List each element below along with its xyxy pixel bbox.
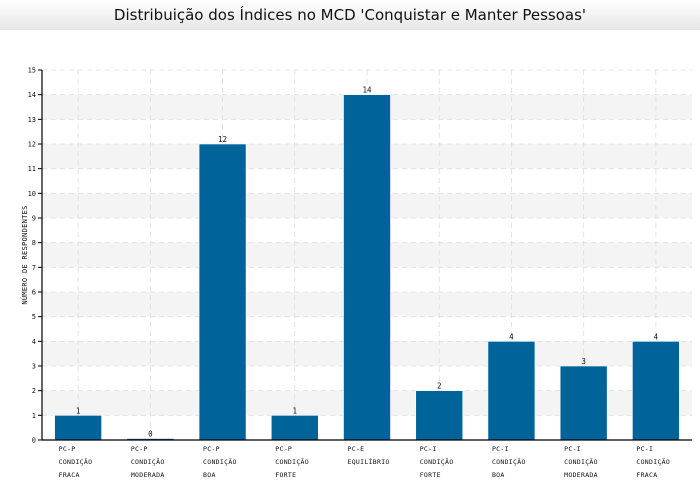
- bar: [415, 390, 464, 441]
- bar: [54, 415, 102, 441]
- x-tick-label: PC-P: [203, 445, 220, 453]
- y-tick-label: 6: [32, 289, 36, 297]
- y-tick-label: 12: [28, 141, 36, 149]
- x-tick-label: CONDIÇÃO: [420, 457, 454, 466]
- x-tick-label: CONDIÇÃO: [564, 457, 598, 466]
- x-tick-label: PC-P: [275, 445, 292, 453]
- x-tick-label: FORTE: [420, 471, 441, 479]
- y-tick-label: 1: [32, 412, 36, 420]
- bar-value-label: 4: [509, 332, 514, 341]
- y-tick-label: 2: [32, 387, 36, 395]
- x-tick-label: MODERADA: [564, 471, 598, 479]
- y-tick-label: 14: [28, 91, 36, 99]
- title-bar: [0, 0, 700, 30]
- bar: [632, 341, 680, 441]
- axes: [38, 69, 692, 441]
- x-tick-label: PC-P: [59, 445, 76, 453]
- x-tick-label: CONDIÇÃO: [492, 457, 526, 466]
- x-tick-label: PC-I: [492, 445, 509, 453]
- y-tick-label: 0: [32, 437, 36, 445]
- bar: [559, 365, 608, 441]
- y-tick-label: 8: [32, 239, 36, 247]
- y-tick-label: 4: [32, 338, 36, 346]
- bar-value-label: 1: [293, 406, 298, 415]
- y-tick-label: 7: [32, 264, 36, 272]
- x-tick-label: CONDIÇÃO: [131, 457, 165, 466]
- bar-value-label: 14: [362, 86, 372, 95]
- x-tick-label: PC-P: [131, 445, 148, 453]
- y-axis-label: NÚMERO DE RESPONDENTES: [20, 205, 29, 304]
- y-tick-label: 5: [32, 313, 36, 321]
- bar: [198, 143, 247, 441]
- y-tick-label: 13: [28, 116, 36, 124]
- y-tick-label: 11: [28, 165, 36, 173]
- y-tick-label: 15: [28, 67, 36, 75]
- x-tick-label: FORTE: [275, 471, 296, 479]
- x-tick-label: PC-I: [420, 445, 437, 453]
- chart-title: Distribuição dos Índices no MCD 'Conquis…: [114, 5, 586, 24]
- bar: [487, 341, 536, 441]
- bar-value-label: 12: [218, 135, 227, 144]
- x-tick-label: BOA: [492, 471, 505, 479]
- bars-group: [54, 94, 680, 441]
- bar-value-label: 0: [148, 430, 153, 439]
- bar: [270, 415, 319, 441]
- x-tick-label: PC-E: [348, 445, 365, 453]
- y-tick-label: 10: [28, 190, 36, 198]
- x-tick-label: CONDIÇÃO: [636, 457, 670, 466]
- x-tick-label: EQUILÍBRIO: [348, 457, 390, 466]
- bar: [343, 94, 391, 441]
- bar-value-label: 1: [76, 406, 81, 415]
- x-tick-label: CONDIÇÃO: [275, 457, 309, 466]
- y-tick-label: 3: [32, 363, 36, 371]
- x-tick-label: MODERADA: [131, 471, 165, 479]
- x-tick-label: BOA: [203, 471, 216, 479]
- x-tick-label: FRACA: [636, 471, 657, 479]
- x-tick-label: CONDIÇÃO: [59, 457, 93, 466]
- x-tick-label: FRACA: [59, 471, 80, 479]
- bar-value-label: 3: [581, 357, 586, 366]
- y-tick-label: 9: [32, 215, 36, 223]
- bar-value-label: 2: [437, 382, 442, 391]
- bar-value-label: 4: [654, 332, 659, 341]
- labels-group: 01234567891011121314151PC-PCONDIÇÃOFRACA…: [28, 67, 670, 480]
- x-tick-label: CONDIÇÃO: [203, 457, 237, 466]
- x-tick-label: PC-I: [564, 445, 581, 453]
- x-tick-label: PC-I: [636, 445, 653, 453]
